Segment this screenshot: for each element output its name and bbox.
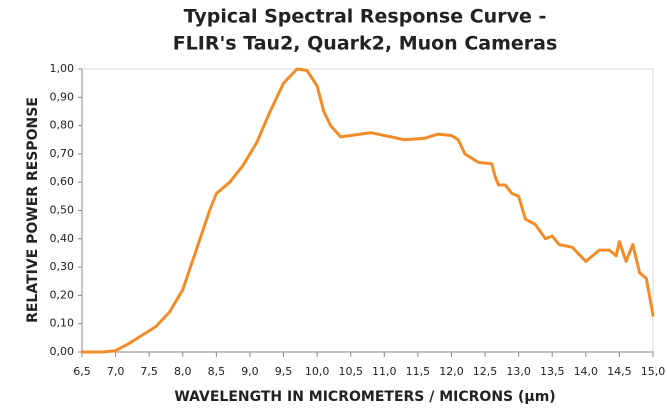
y-tick-label: 0,80: [50, 119, 75, 132]
y-tick-label: 0,30: [50, 260, 75, 273]
x-tick-label: 10,5: [338, 365, 363, 378]
chart-title: FLIR's Tau2, Quark2, Muon Cameras: [173, 33, 558, 55]
x-tick-label: 14,5: [607, 365, 632, 378]
x-tick-label: 9,5: [275, 365, 293, 378]
x-tick-label: 11,0: [372, 365, 397, 378]
x-axis-label: WAVELENGTH IN MICROMETERS / MICRONS (µm): [174, 389, 555, 405]
x-tick-label: 13,5: [540, 365, 565, 378]
x-tick-label: 10,0: [305, 365, 330, 378]
y-tick-label: 0,70: [50, 147, 75, 160]
y-tick-label: 0,60: [50, 175, 75, 188]
x-tick-label: 13,0: [506, 365, 531, 378]
x-tick-label: 7,5: [140, 365, 158, 378]
x-tick-label: 12,0: [439, 365, 464, 378]
x-tick-label: 14,0: [574, 365, 599, 378]
x-tick-label: 15,0: [641, 365, 666, 378]
x-tick-label: 8,5: [208, 365, 226, 378]
x-tick-label: 8,0: [174, 365, 192, 378]
y-axis-label: RELATIVE POWER RESPONSE: [25, 97, 41, 323]
y-tick-label: 0,50: [50, 204, 75, 217]
y-tick-label: 0,40: [50, 232, 75, 245]
x-tick-label: 11,5: [406, 365, 431, 378]
x-tick-label: 6,5: [73, 365, 91, 378]
data-line: [80, 67, 655, 354]
y-tick-label: 0,00: [50, 345, 75, 358]
y-tick-label: 0,20: [50, 288, 75, 301]
x-tick-label: 12,5: [473, 365, 498, 378]
plot-border: [81, 68, 654, 353]
x-tick-label: 9,0: [241, 365, 259, 378]
y-tick-label: 0,10: [50, 317, 75, 330]
chart-title: Typical Spectral Response Curve -: [184, 6, 547, 28]
y-tick-label: 0,90: [50, 90, 75, 103]
x-tick-label: 7,0: [107, 365, 125, 378]
y-tick-label: 1,00: [50, 62, 75, 75]
